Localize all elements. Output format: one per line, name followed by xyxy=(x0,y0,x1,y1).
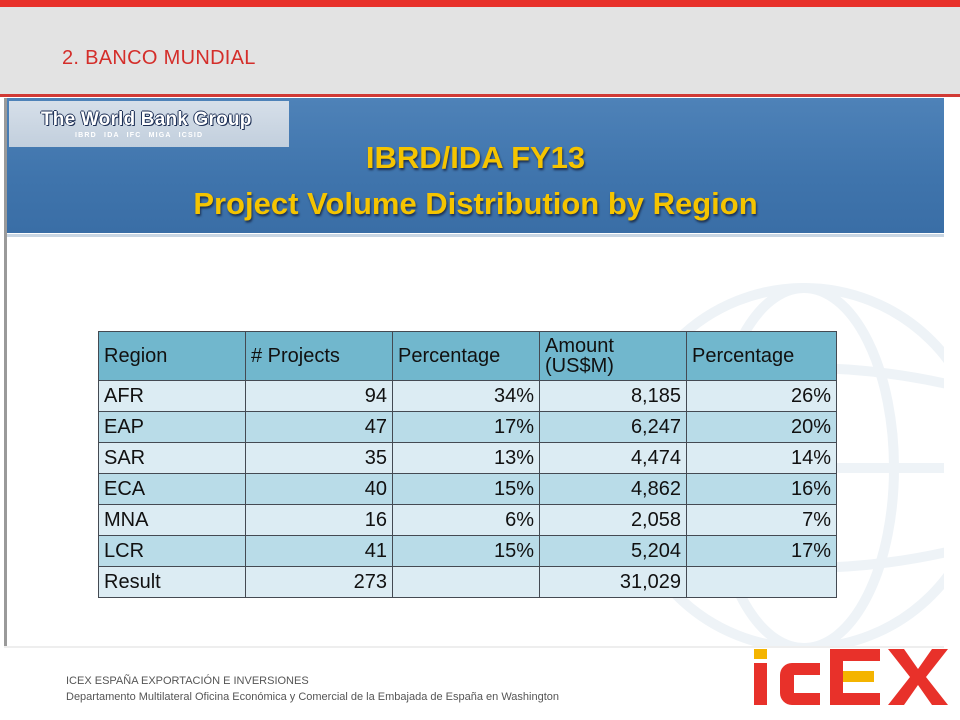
footer-department: Departamento Multilateral Oficina Económ… xyxy=(66,691,560,703)
cell-amount-percentage: 7% xyxy=(686,504,837,536)
header-projects: # Projects xyxy=(245,331,393,381)
table-row: AFR 94 34% 8,185 26% xyxy=(98,380,837,412)
cell-region: Result xyxy=(98,566,246,598)
cell-amount-percentage: 20% xyxy=(686,411,837,443)
cell-region: SAR xyxy=(98,442,246,474)
cell-projects: 16 xyxy=(245,504,393,536)
table-total-row: Result 273 31,029 xyxy=(98,566,837,598)
cell-amount: 4,474 xyxy=(539,442,687,474)
cell-amount: 6,247 xyxy=(539,411,687,443)
header-region: Region xyxy=(98,331,246,381)
cell-region: EAP xyxy=(98,411,246,443)
cell-amount-percentage xyxy=(686,566,837,598)
cell-region: ECA xyxy=(98,473,246,505)
cell-projects: 94 xyxy=(245,380,393,412)
cell-region: LCR xyxy=(98,535,246,567)
cell-projects: 40 xyxy=(245,473,393,505)
header-band xyxy=(0,7,960,94)
cell-percentage: 15% xyxy=(392,535,540,567)
world-bank-logo-text: The World Bank Group xyxy=(41,109,252,130)
slide-title-line-1: IBRD/IDA FY13 xyxy=(365,140,586,175)
cell-amount-percentage: 14% xyxy=(686,442,837,474)
table-row: SAR 35 13% 4,474 14% xyxy=(98,442,837,474)
table-row: ECA 40 15% 4,862 16% xyxy=(98,473,837,505)
slide-title-line-2: Project Volume Distribution by Region xyxy=(193,186,758,221)
cell-projects: 273 xyxy=(245,566,393,598)
icex-logo xyxy=(754,649,948,705)
embedded-slide: The World Bank Group IBRD IDA IFC MIGA I… xyxy=(4,98,944,648)
cell-region: MNA xyxy=(98,504,246,536)
footer-organization: ICEX ESPAÑA EXPORTACIÓN E INVERSIONES xyxy=(66,675,309,687)
slide-border xyxy=(4,98,7,648)
cell-amount: 5,204 xyxy=(539,535,687,567)
cell-percentage xyxy=(392,566,540,598)
cell-amount: 8,185 xyxy=(539,380,687,412)
cell-amount-percentage: 16% xyxy=(686,473,837,505)
slide-title-banner: The World Bank Group IBRD IDA IFC MIGA I… xyxy=(7,98,944,233)
cell-percentage: 17% xyxy=(392,411,540,443)
cell-projects: 47 xyxy=(245,411,393,443)
cell-projects: 41 xyxy=(245,535,393,567)
cell-region: AFR xyxy=(98,380,246,412)
world-bank-logo-subtitle: IBRD IDA IFC MIGA ICSID xyxy=(75,132,204,139)
cell-percentage: 34% xyxy=(392,380,540,412)
slide-bottom-edge xyxy=(4,646,944,648)
header-amount-percentage: Percentage xyxy=(686,331,837,381)
table-row: LCR 41 15% 5,204 17% xyxy=(98,535,837,567)
section-title: 2. BANCO MUNDIAL xyxy=(62,47,256,69)
cell-percentage: 6% xyxy=(392,504,540,536)
header-percentage: Percentage xyxy=(392,331,540,381)
table-row: MNA 16 6% 2,058 7% xyxy=(98,504,837,536)
header-amount: Amount (US$M) xyxy=(539,331,687,381)
cell-amount: 4,862 xyxy=(539,473,687,505)
cell-amount-percentage: 17% xyxy=(686,535,837,567)
table-row: EAP 47 17% 6,247 20% xyxy=(98,411,837,443)
table-header-row: Region # Projects Percentage Amount (US$… xyxy=(98,331,837,381)
project-volume-table: Region # Projects Percentage Amount (US$… xyxy=(98,331,837,598)
cell-percentage: 13% xyxy=(392,442,540,474)
header-divider xyxy=(0,94,960,97)
cell-amount-percentage: 26% xyxy=(686,380,837,412)
world-bank-logo: The World Bank Group IBRD IDA IFC MIGA I… xyxy=(9,101,289,147)
cell-amount: 2,058 xyxy=(539,504,687,536)
cell-projects: 35 xyxy=(245,442,393,474)
top-accent-bar xyxy=(0,0,960,7)
cell-percentage: 15% xyxy=(392,473,540,505)
banner-underline xyxy=(7,234,944,237)
cell-amount: 31,029 xyxy=(539,566,687,598)
